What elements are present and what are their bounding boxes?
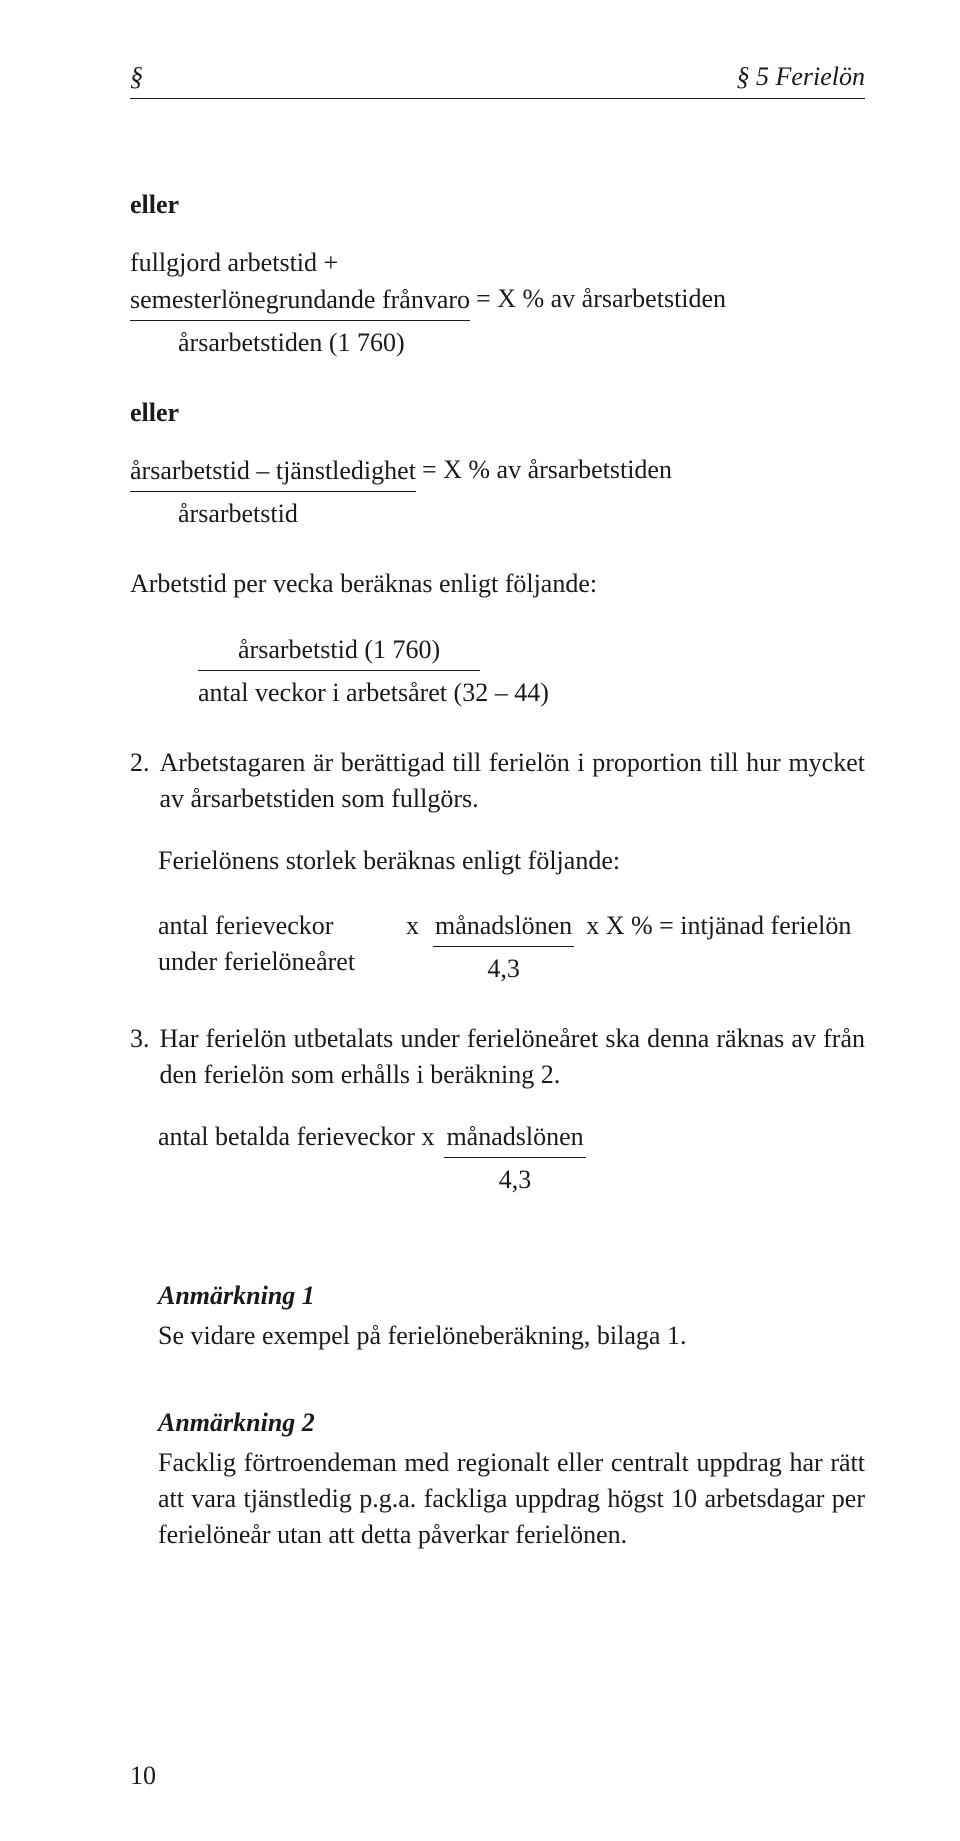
list-item-2-number: 2.: [130, 745, 150, 817]
eller-1: eller: [130, 187, 865, 223]
formula-5-mid-bot: 4,3: [499, 1158, 532, 1198]
formula-2: årsarbetstid – tjänstledighet = X % av å…: [130, 452, 865, 532]
list-item-3-number: 3.: [130, 1021, 150, 1093]
page-number: 10: [130, 1761, 156, 1791]
formula-1-numerator-line1: fullgjord arbetstid +: [130, 245, 865, 281]
list-item-2-text: Arbetstagaren är berättigad till ferielö…: [160, 745, 866, 817]
body: eller fullgjord arbetstid + semesterlöne…: [130, 187, 865, 1553]
page: § § 5 Ferielön eller fullgjord arbetstid…: [0, 0, 960, 1841]
formula-1: fullgjord arbetstid + semesterlönegrunda…: [130, 245, 865, 361]
formula-4-left-bot: under ferielöneåret: [158, 944, 406, 980]
formula-4-left-top: antal ferieveckor: [158, 908, 406, 944]
formula-1-denominator: årsarbetstiden (1 760): [130, 321, 865, 361]
note-2-title: Anmärkning 2: [158, 1405, 865, 1441]
list-item-2: 2. Arbetstagaren är berättigad till feri…: [130, 745, 865, 817]
note-1: Anmärkning 1 Se vidare exempel på feriel…: [130, 1278, 865, 1354]
note-1-title: Anmärkning 1: [158, 1278, 865, 1314]
formula-2-rhs: = X % av årsarbetstiden: [416, 452, 672, 492]
header-left: §: [130, 62, 143, 92]
note-2-text: Facklig förtroendeman med regionalt elle…: [158, 1445, 865, 1553]
header-right: § 5 Ferielön: [736, 62, 865, 92]
formula-1-numerator-line2: semesterlönegrundande frånvaro: [130, 282, 470, 321]
formula-4-mid-bot: 4,3: [487, 947, 520, 987]
formula-1-rhs: = X % av årsarbetstiden: [470, 281, 726, 321]
note-1-text: Se vidare exempel på ferielöneberäkning,…: [158, 1318, 865, 1354]
formula-5-mid-top: månadslönen: [444, 1119, 585, 1158]
formula-2-numerator: årsarbetstid – tjänstledighet: [130, 453, 416, 492]
formula-5: antal betalda ferieveckor x månadslönen …: [130, 1119, 865, 1198]
formula-3-numerator: årsarbetstid (1 760): [198, 632, 480, 671]
formula-4-x1: x: [406, 908, 433, 944]
formula-5-left: antal betalda ferieveckor x: [158, 1119, 444, 1155]
formula-4-mid-top: månadslönen: [433, 908, 574, 947]
list-item-3: 3. Har ferielön utbetalats under ferielö…: [130, 1021, 865, 1093]
formula-4: antal ferieveckor under ferielöneåret x …: [130, 908, 865, 987]
formula-2-denominator: årsarbetstid: [130, 492, 865, 532]
list-item-3-text: Har ferielön utbetalats under ferielöneå…: [160, 1021, 866, 1093]
para-ferielonens-storlek: Ferielönens storlek beräknas enligt följ…: [130, 843, 865, 879]
para-arbetstid-per-vecka: Arbetstid per vecka beräknas enligt följ…: [130, 566, 865, 602]
eller-2: eller: [130, 395, 865, 431]
formula-3: årsarbetstid (1 760) antal veckor i arbe…: [130, 632, 865, 711]
running-header: § § 5 Ferielön: [130, 62, 865, 99]
formula-3-denominator: antal veckor i arbetsåret (32 – 44): [198, 671, 865, 711]
formula-4-rhs: x X % = intjänad ferielön: [574, 908, 851, 944]
note-2: Anmärkning 2 Facklig förtroendeman med r…: [130, 1405, 865, 1553]
